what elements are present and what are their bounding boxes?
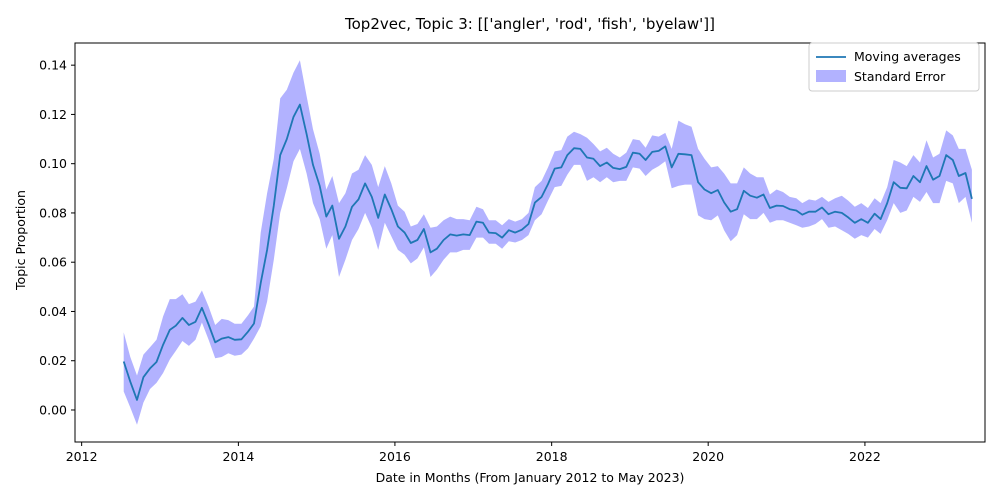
x-tick-label: 2014 (222, 449, 254, 464)
chart-title: Top2vec, Topic 3: [['angler', 'rod', 'fi… (344, 15, 715, 33)
plot-frame (74, 42, 986, 443)
x-tick-label: 2018 (536, 449, 568, 464)
standard-error-band (123, 60, 972, 425)
legend: Moving averages Standard Error (808, 42, 980, 92)
y-tick-label: 0.12 (39, 107, 67, 122)
moving-average-line (122, 103, 973, 401)
x-tick-label: 2016 (379, 449, 411, 464)
x-tick-label: 2020 (692, 449, 724, 464)
legend-label-moving-averages: Moving averages (854, 49, 961, 64)
y-tick-label: 0.06 (39, 255, 67, 270)
legend-label-standard-error: Standard Error (854, 69, 946, 84)
legend-band-swatch (816, 70, 846, 82)
y-axis: 0.00 0.02 0.04 0.06 0.08 0.10 0.12 0.14 (39, 58, 75, 417)
y-tick-label: 0.02 (39, 353, 67, 368)
x-tick-label: 2012 (66, 449, 98, 464)
y-tick-label: 0.04 (39, 304, 67, 319)
y-tick-label: 0.10 (39, 156, 67, 171)
legend-box (808, 42, 980, 92)
y-axis-title: Topic Proportion (13, 190, 28, 291)
x-tick-label: 2022 (849, 449, 881, 464)
y-tick-label: 0.14 (39, 58, 67, 73)
x-axis: 2012 2014 2016 2018 2020 2022 (66, 442, 881, 464)
y-tick-label: 0.00 (39, 402, 67, 417)
y-tick-label: 0.08 (39, 205, 67, 220)
plot-area (122, 60, 973, 425)
x-axis-title: Date in Months (From January 2012 to May… (376, 470, 685, 485)
